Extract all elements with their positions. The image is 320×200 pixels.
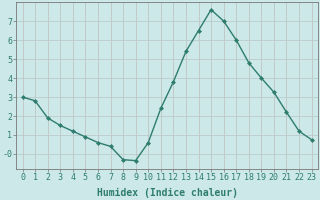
X-axis label: Humidex (Indice chaleur): Humidex (Indice chaleur) xyxy=(97,188,237,198)
